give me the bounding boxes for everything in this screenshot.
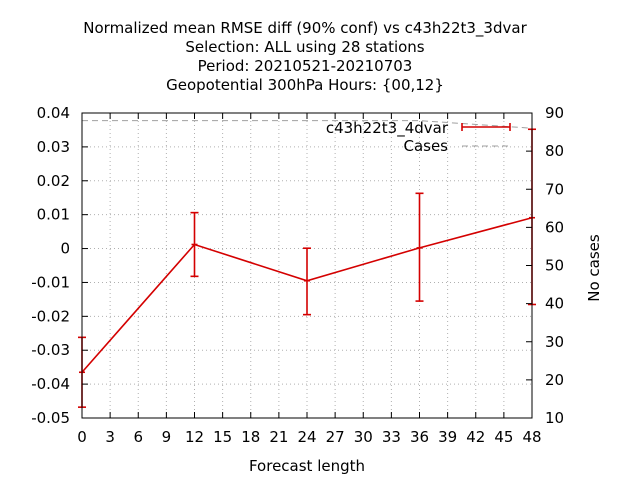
y-tick-label: -0.01 — [31, 273, 70, 291]
x-tick-label: 12 — [185, 428, 204, 446]
cases-series — [82, 120, 533, 129]
title-line-4: Geopotential 300hPa Hours: {00,12} — [166, 76, 444, 94]
x-tick-label: 33 — [382, 428, 401, 446]
y2-tick-label: 90 — [545, 104, 564, 122]
y2-axis-label: No cases — [585, 234, 603, 302]
y2-tick-label: 50 — [545, 257, 564, 275]
x-axis: 0 3 6 9 12 15 18 21 24 27 30 33 36 39 42 45 48 — [77, 113, 542, 446]
x-tick-label: 45 — [494, 428, 513, 446]
x-tick-label: 0 — [77, 428, 87, 446]
x-tick-label: 36 — [410, 428, 429, 446]
x-tick-label: 3 — [105, 428, 115, 446]
x-tick-label: 30 — [354, 428, 373, 446]
x-tick-label: 18 — [241, 428, 260, 446]
x-tick-label: 48 — [522, 428, 541, 446]
y2-axis: 10 20 30 40 50 60 70 80 90 — [526, 104, 564, 427]
y2-tick-label: 10 — [545, 409, 564, 427]
y-tick-label: 0.01 — [37, 206, 70, 224]
chart-title: Normalized mean RMSE diff (90% conf) vs … — [83, 19, 527, 94]
cases-line — [82, 120, 533, 129]
x-tick-label: 42 — [466, 428, 485, 446]
y-tick-label: 0 — [60, 240, 70, 258]
y-tick-label: 0.03 — [37, 138, 70, 156]
title-line-3: Period: 20210521-20210703 — [198, 57, 413, 75]
y-tick-label: 0.02 — [37, 172, 70, 190]
x-tick-label: 21 — [269, 428, 288, 446]
y-tick-label: -0.05 — [31, 409, 70, 427]
legend-label-cases: Cases — [403, 137, 448, 155]
y-axis: -0.05 -0.04 -0.03 -0.02 -0.01 0 0.01 0.02 0.03 0.… — [31, 104, 88, 427]
y-tick-label: -0.03 — [31, 341, 70, 359]
y-tick-label: -0.02 — [31, 307, 70, 325]
y2-tick-label: 60 — [545, 218, 564, 236]
x-tick-label: 39 — [438, 428, 457, 446]
x-tick-label: 15 — [213, 428, 232, 446]
y2-tick-label: 20 — [545, 371, 564, 389]
x-axis-label: Forecast length — [249, 457, 365, 475]
y2-tick-label: 80 — [545, 142, 564, 160]
x-tick-label: 24 — [297, 428, 316, 446]
legend: c43h22t3_4dvar Cases — [326, 119, 511, 155]
y-tick-label: 0.04 — [37, 104, 70, 122]
x-tick-label: 9 — [162, 428, 172, 446]
title-line-1: Normalized mean RMSE diff (90% conf) vs … — [83, 19, 527, 38]
y2-tick-label: 30 — [545, 333, 564, 351]
x-tick-label: 27 — [326, 428, 345, 446]
legend-label-main: c43h22t3_4dvar — [326, 119, 449, 138]
y-tick-label: -0.04 — [31, 375, 70, 393]
title-line-2: Selection: ALL using 28 stations — [185, 38, 424, 56]
x-tick-label: 6 — [133, 428, 143, 446]
y2-tick-label: 70 — [545, 180, 564, 198]
y2-tick-label: 40 — [545, 295, 564, 313]
